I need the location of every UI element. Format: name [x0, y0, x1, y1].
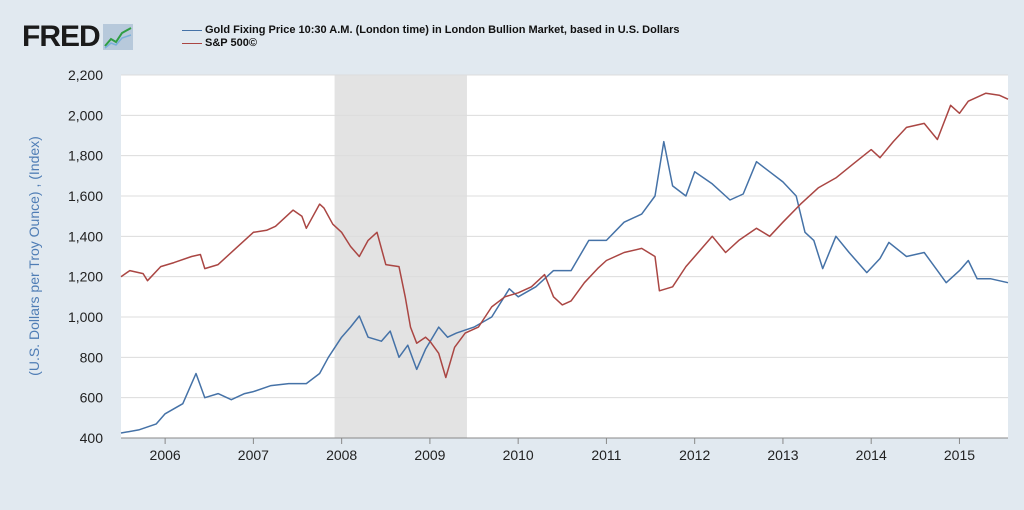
x-tick-label-2008: 2008 — [326, 447, 357, 463]
recession-band-0 — [334, 75, 467, 438]
legend-item-gold[interactable]: Gold Fixing Price 10:30 A.M. (London tim… — [182, 24, 679, 37]
chart-legend: Gold Fixing Price 10:30 A.M. (London tim… — [182, 24, 679, 50]
plot-area — [121, 75, 1008, 438]
y-tick-label-1200: 1,200 — [68, 269, 103, 285]
fred-chart-logo-icon — [102, 24, 133, 50]
y-tick-label-1000: 1,000 — [68, 309, 103, 325]
y-tick-label-600: 600 — [80, 390, 104, 406]
legend-item-sp500[interactable]: S&P 500© — [182, 37, 679, 50]
x-tick-label-2009: 2009 — [414, 447, 445, 463]
legend-swatch-gold — [182, 30, 202, 31]
y-tick-label-2000: 2,000 — [68, 107, 103, 123]
x-tick-label-2010: 2010 — [503, 447, 534, 463]
x-tick-label-2015: 2015 — [944, 447, 975, 463]
y-tick-label-2200: 2,200 — [68, 67, 103, 83]
fred-logo[interactable]: FRED — [22, 22, 133, 52]
x-tick-label-2011: 2011 — [591, 447, 621, 463]
y-tick-label-400: 400 — [80, 430, 104, 446]
x-tick-label-2012: 2012 — [679, 447, 710, 463]
series-line-0 — [120, 140, 1009, 434]
legend-label-sp500: S&P 500© — [205, 37, 257, 49]
fred-logo-text: FRED — [22, 20, 101, 53]
y-tick-label-1400: 1,400 — [68, 228, 103, 244]
y-tick-label-800: 800 — [80, 349, 104, 365]
x-tick-label-2007: 2007 — [238, 447, 269, 463]
y-tick-label-1800: 1,800 — [68, 148, 103, 164]
y-tick-label-1600: 1,600 — [68, 188, 103, 204]
legend-swatch-sp500 — [182, 43, 202, 44]
x-tick-label-2006: 2006 — [150, 447, 181, 463]
series-line-1 — [120, 92, 1009, 379]
x-tick-label-2013: 2013 — [767, 447, 798, 463]
x-tick-label-2014: 2014 — [856, 447, 887, 463]
legend-label-gold: Gold Fixing Price 10:30 A.M. (London tim… — [205, 24, 680, 36]
